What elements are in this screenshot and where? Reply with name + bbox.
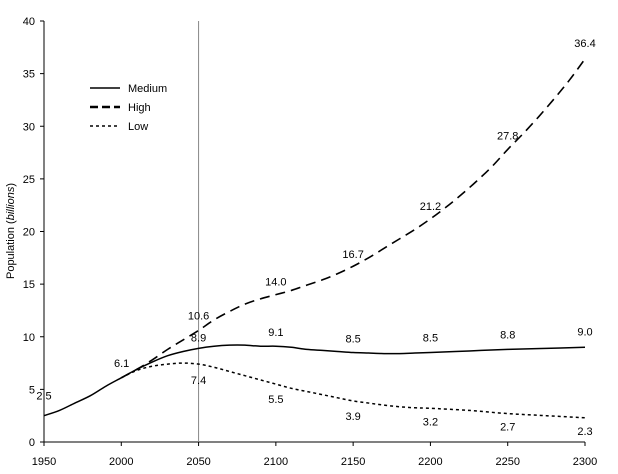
data-label: 3.9 <box>345 411 360 423</box>
series-line-low <box>120 362 586 419</box>
legend: Medium High Low <box>90 83 167 133</box>
y-tick-label: 25 <box>23 174 35 186</box>
data-label: 3.2 <box>423 416 438 428</box>
data-label: 36.4 <box>574 38 595 50</box>
y-tick-label: 35 <box>23 69 35 81</box>
legend-label-high: High <box>128 102 151 114</box>
x-tick-label: 2150 <box>341 456 365 468</box>
y-tick-label: 5 <box>29 384 35 396</box>
data-label: 9.1 <box>268 327 283 339</box>
data-label: 16.7 <box>342 249 363 261</box>
data-labels: 2.5 6.1 10.6 8.9 7.4 14.0 9.1 5.5 16.7 8.5 3.9 21.2… <box>36 38 595 438</box>
data-label: 8.8 <box>500 329 515 341</box>
data-label: 10.6 <box>188 310 209 322</box>
x-tick-label: 2300 <box>573 456 597 468</box>
data-label: 2.3 <box>577 426 592 438</box>
series-lines <box>43 58 586 419</box>
legend-label-medium: Medium <box>128 83 167 95</box>
data-label: 9.0 <box>577 326 592 338</box>
y-tick-label: 15 <box>23 279 35 291</box>
axes: 0 5 10 15 20 25 30 35 40 1950 2000 2050 2100 2150 2200… <box>23 16 597 468</box>
data-label: 2.5 <box>36 391 51 403</box>
data-label: 8.5 <box>345 334 360 346</box>
x-tick-label: 2000 <box>109 456 133 468</box>
x-tick-label: 1950 <box>32 456 56 468</box>
y-tick-label: 30 <box>23 121 35 133</box>
data-label: 8.9 <box>191 332 206 344</box>
legend-label-low: Low <box>128 121 148 133</box>
data-label: 14.0 <box>265 277 286 289</box>
x-tick-label: 2250 <box>495 456 519 468</box>
data-label: 6.1 <box>114 358 129 370</box>
series-line-medium <box>43 344 586 417</box>
data-label: 27.8 <box>497 130 518 142</box>
data-label: 5.5 <box>268 394 283 406</box>
x-tick-label: 2100 <box>264 456 288 468</box>
x-tick-label: 2200 <box>418 456 442 468</box>
series-line-high <box>120 58 586 379</box>
x-tick-label: 2050 <box>186 456 210 468</box>
y-tick-label: 40 <box>23 16 35 28</box>
y-tick-label: 10 <box>23 332 35 344</box>
y-tick-label: 20 <box>23 227 35 239</box>
data-label: 7.4 <box>191 375 206 387</box>
y-tick-label: 0 <box>29 437 35 449</box>
data-label: 21.2 <box>420 201 441 213</box>
y-axis-label: Population (billions) <box>5 183 17 279</box>
data-label: 8.5 <box>423 333 438 345</box>
data-label: 2.7 <box>500 422 515 434</box>
